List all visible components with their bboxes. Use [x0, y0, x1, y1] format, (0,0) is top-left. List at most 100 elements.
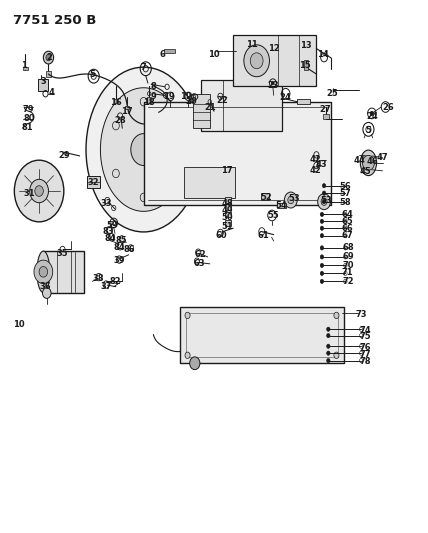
- Text: 24: 24: [366, 112, 378, 121]
- Circle shape: [320, 263, 324, 268]
- Bar: [23, 67, 28, 70]
- Bar: [261, 193, 270, 199]
- Text: 55: 55: [267, 211, 279, 220]
- Text: 5: 5: [366, 126, 372, 135]
- Ellipse shape: [101, 88, 187, 212]
- Text: 39: 39: [113, 256, 125, 264]
- Bar: [38, 79, 48, 91]
- Circle shape: [168, 122, 175, 130]
- Text: 8: 8: [151, 82, 156, 91]
- Text: 52: 52: [260, 193, 272, 202]
- Circle shape: [42, 288, 51, 298]
- Circle shape: [322, 191, 326, 195]
- Text: 7751 250 B: 7751 250 B: [14, 14, 97, 27]
- Text: 17: 17: [121, 107, 132, 116]
- Text: 42: 42: [310, 155, 321, 164]
- Text: 82: 82: [109, 277, 121, 286]
- Text: 33: 33: [101, 199, 112, 208]
- Bar: [144, 102, 331, 205]
- Circle shape: [327, 344, 330, 349]
- Circle shape: [168, 169, 175, 177]
- Text: 50: 50: [222, 213, 233, 222]
- Text: 18: 18: [143, 98, 155, 107]
- Text: 19: 19: [163, 92, 175, 101]
- Circle shape: [327, 334, 330, 338]
- Text: 10: 10: [13, 320, 24, 329]
- Circle shape: [320, 233, 324, 238]
- Text: 70: 70: [343, 261, 354, 270]
- Text: 12: 12: [268, 44, 280, 53]
- Text: 57: 57: [339, 189, 351, 198]
- Circle shape: [30, 179, 48, 203]
- Bar: [184, 166, 235, 198]
- Text: 80: 80: [24, 114, 36, 123]
- Text: 59: 59: [107, 221, 118, 230]
- Text: 45: 45: [360, 167, 372, 176]
- Text: 71: 71: [341, 269, 353, 277]
- Text: 73: 73: [355, 310, 367, 319]
- Text: 86: 86: [124, 245, 135, 254]
- Bar: [323, 115, 329, 119]
- Text: 5: 5: [89, 70, 95, 78]
- Text: 79: 79: [23, 105, 34, 114]
- Text: 47: 47: [377, 153, 388, 162]
- Text: 72: 72: [342, 277, 354, 286]
- Circle shape: [46, 54, 51, 61]
- Text: 16: 16: [110, 98, 122, 107]
- Text: 84: 84: [105, 235, 116, 244]
- Text: 69: 69: [342, 253, 354, 261]
- Text: 20: 20: [186, 97, 197, 106]
- Text: 21: 21: [205, 102, 217, 111]
- Circle shape: [320, 212, 324, 216]
- Text: 3: 3: [41, 77, 46, 86]
- Text: 10: 10: [208, 51, 220, 59]
- Circle shape: [334, 352, 339, 359]
- Bar: [233, 35, 316, 86]
- Circle shape: [131, 134, 156, 165]
- Text: 26: 26: [382, 102, 394, 111]
- Text: 56: 56: [339, 182, 351, 191]
- Circle shape: [318, 193, 330, 209]
- Text: 23: 23: [267, 81, 279, 90]
- Circle shape: [321, 198, 327, 205]
- Text: 81: 81: [21, 123, 33, 132]
- Circle shape: [370, 111, 374, 116]
- Circle shape: [140, 98, 147, 106]
- Bar: [87, 176, 100, 188]
- Circle shape: [320, 246, 324, 250]
- Text: 53: 53: [320, 196, 332, 205]
- Text: 24: 24: [280, 93, 291, 102]
- Bar: [43, 251, 84, 293]
- Text: 6: 6: [159, 51, 165, 59]
- Circle shape: [322, 183, 326, 188]
- Text: 28: 28: [114, 116, 126, 125]
- Text: 66: 66: [341, 224, 353, 233]
- Bar: [147, 98, 151, 103]
- Text: 48: 48: [222, 199, 233, 208]
- Bar: [125, 106, 129, 109]
- Text: 43: 43: [316, 160, 327, 169]
- Circle shape: [140, 193, 147, 201]
- Circle shape: [363, 156, 374, 170]
- Text: 44: 44: [354, 156, 366, 165]
- Circle shape: [327, 327, 330, 332]
- Circle shape: [43, 51, 54, 64]
- Text: 76: 76: [360, 343, 371, 352]
- Ellipse shape: [37, 251, 50, 293]
- Bar: [163, 49, 175, 53]
- Text: 7: 7: [141, 63, 146, 71]
- Bar: [180, 308, 344, 364]
- Circle shape: [320, 219, 324, 223]
- Circle shape: [190, 357, 200, 369]
- Bar: [225, 212, 232, 217]
- Text: 15: 15: [299, 61, 310, 70]
- Text: 32: 32: [88, 178, 99, 187]
- Circle shape: [185, 312, 190, 319]
- Text: 68: 68: [342, 244, 354, 253]
- Circle shape: [244, 45, 270, 77]
- Circle shape: [34, 260, 53, 284]
- Text: 13: 13: [300, 42, 312, 51]
- Text: 85: 85: [115, 237, 127, 246]
- Circle shape: [322, 199, 326, 204]
- Text: 2: 2: [47, 53, 53, 62]
